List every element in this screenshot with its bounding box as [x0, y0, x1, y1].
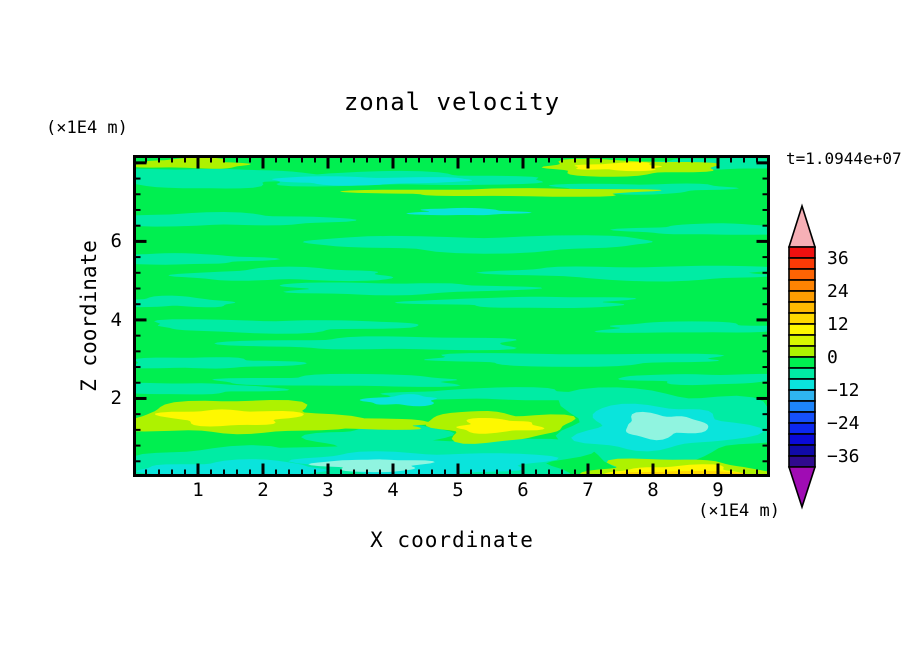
colorbar-tick-label: −24 — [827, 413, 860, 434]
contour-band-pale — [625, 411, 709, 441]
z-axis-unit-label: (×1E4 m) — [46, 118, 128, 138]
x-tick-label: 4 — [387, 479, 399, 501]
colorbar-box — [788, 455, 816, 468]
colorbar-svg: 36 24 12 0 −12 −24 −36 — [787, 203, 860, 510]
x-tick-label: 9 — [712, 479, 724, 501]
contour-band-teal — [214, 336, 517, 351]
contour-band-yellow — [456, 418, 545, 434]
colorbar-box — [788, 444, 816, 457]
colorbar-box — [788, 268, 816, 281]
colorbar-box — [788, 323, 816, 336]
contour-band-teal — [133, 295, 236, 308]
colorbar-box — [788, 345, 816, 358]
colorbar-box — [788, 290, 816, 303]
x-tick-label: 7 — [582, 479, 594, 501]
contour-band-cyan — [406, 207, 532, 216]
contour-field-svg — [133, 155, 771, 477]
colorbar-under-arrow — [787, 466, 817, 510]
contour-band-teal — [394, 296, 637, 308]
colorbar-box — [788, 367, 816, 380]
x-tick-label: 6 — [517, 479, 529, 501]
z-tick-label: 4 — [110, 308, 122, 331]
time-label: t=1.0944e+07 — [786, 149, 902, 168]
colorbar-box — [788, 411, 816, 424]
z-tick-label: 2 — [110, 387, 122, 410]
contour-band-teal — [168, 266, 394, 282]
contour-band-teal — [475, 265, 770, 282]
contour-band-teal — [133, 382, 290, 395]
colorbar-box — [788, 334, 816, 347]
x-axis-title: X coordinate — [370, 528, 534, 552]
contour-band-teal — [133, 212, 357, 227]
contour-band-teal — [133, 253, 281, 265]
contour-field — [133, 155, 770, 477]
x-tick-label: 2 — [257, 479, 269, 501]
colorbar-box — [788, 301, 816, 314]
colorbar-tick-label: 0 — [827, 347, 838, 368]
contour-band-cyan — [272, 176, 473, 186]
contour-band-teal — [133, 168, 336, 189]
colorbar-box — [788, 356, 816, 369]
x-tick-label: 1 — [192, 479, 204, 501]
colorbar-box — [788, 378, 816, 391]
x-tick-label: 8 — [647, 479, 659, 501]
contour-band-teal — [424, 353, 725, 367]
contour-band-teal — [133, 357, 307, 369]
plot-title: zonal velocity — [343, 88, 561, 116]
colorbar-box — [788, 433, 816, 446]
plot-frame — [133, 155, 770, 477]
colorbar-box — [788, 422, 816, 435]
colorbar-box — [788, 389, 816, 402]
contour-band-teal — [594, 321, 770, 333]
contour-band-chartreuse — [340, 188, 662, 197]
contour-band-cyan — [359, 394, 438, 407]
colorbar-tick-label: −36 — [827, 446, 860, 467]
contour-band-yellow — [574, 162, 662, 172]
colorbar-tick-label: 36 — [827, 248, 849, 269]
contour-band-teal — [212, 373, 461, 387]
colorbar-box — [788, 246, 816, 259]
contour-band-teal — [380, 387, 607, 401]
colorbar-tick-label: 24 — [827, 281, 849, 302]
contour-band-teal — [154, 319, 419, 334]
colorbar-box — [788, 400, 816, 413]
colorbar-box — [788, 257, 816, 270]
contour-band-teal — [609, 223, 770, 235]
colorbar-tick-label: −12 — [827, 380, 860, 401]
contour-band-teal — [279, 282, 542, 296]
x-tick-label: 5 — [452, 479, 464, 501]
contour-band-yellow — [155, 409, 304, 427]
contour-band-chartreuse — [133, 157, 251, 169]
contour-band-pale — [308, 459, 435, 473]
contour-band-chartreuse — [255, 418, 437, 430]
colorbar-box — [788, 312, 816, 325]
x-axis-unit-label: (×1E4 m) — [698, 501, 780, 521]
x-tick-label: 3 — [322, 479, 334, 501]
z-tick-label: 6 — [110, 230, 122, 253]
contour-band-teal — [549, 183, 739, 195]
colorbar-over-arrow — [787, 203, 817, 248]
contour-band-teal — [302, 235, 653, 254]
colorbar: 36 24 12 0 −12 −24 −36 — [780, 198, 904, 518]
colorbar-box — [788, 279, 816, 292]
colorbar-tick-label: 12 — [827, 314, 849, 335]
contour-band-teal — [301, 423, 455, 456]
contour-band-teal — [618, 373, 770, 386]
contour-plot — [133, 155, 771, 477]
